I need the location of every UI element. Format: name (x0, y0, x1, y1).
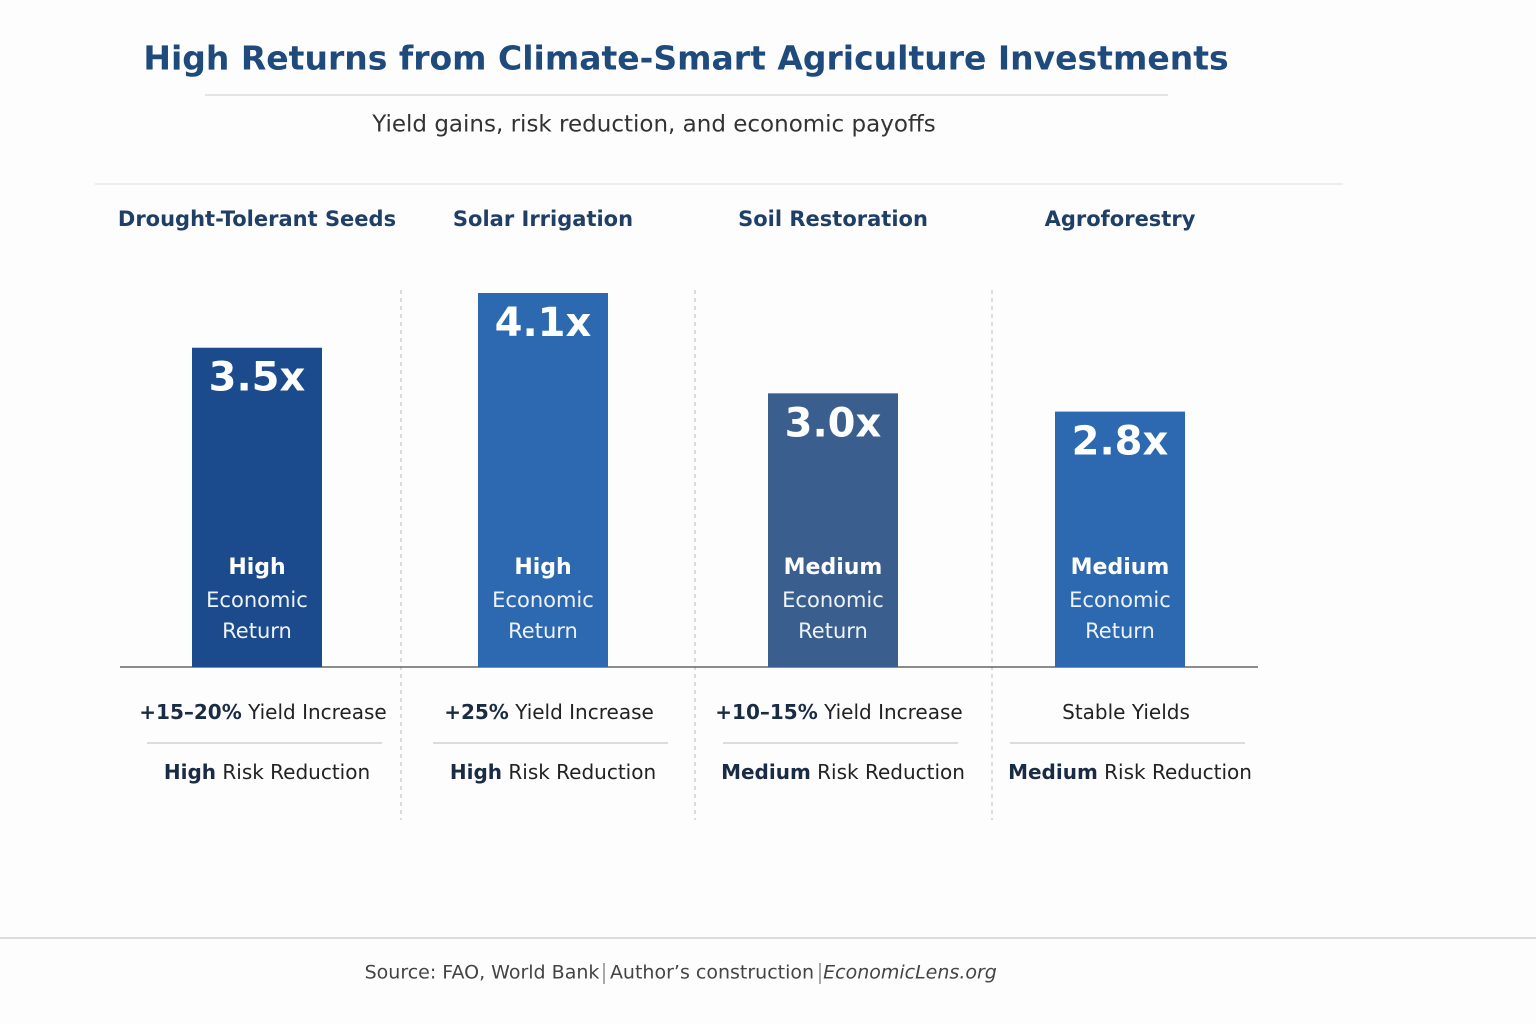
return-label: Economic (492, 588, 594, 612)
risk-text: Risk Reduction (1104, 760, 1252, 784)
bar (768, 393, 898, 667)
yield-figure: +25% (444, 700, 509, 724)
return-label: Economic (782, 588, 884, 612)
source-text: EconomicLens.org (823, 962, 997, 984)
return-label: Return (508, 619, 578, 643)
return-level: High (228, 555, 285, 580)
risk-text: Risk Reduction (222, 760, 370, 784)
category-label: Soil Restoration (738, 207, 928, 231)
risk-label: High Risk Reduction (164, 760, 370, 784)
yield-label: +25% Yield Increase (444, 700, 654, 724)
yield-text: Stable Yields (1062, 700, 1190, 724)
value-label: 3.0x (785, 400, 882, 446)
column-dividers (400, 290, 993, 820)
source-text: Author’s construction (610, 962, 814, 984)
return-label: Return (798, 619, 868, 643)
return-label: Return (1085, 619, 1155, 643)
yield-text: Yield Increase (823, 700, 963, 724)
yield-text: Yield Increase (514, 700, 654, 724)
value-label: 2.8x (1072, 419, 1169, 465)
return-level: Medium (784, 555, 883, 580)
value-label: 3.5x (209, 355, 306, 401)
bar (478, 293, 608, 667)
yield-figure: +10–15% (715, 700, 817, 724)
return-level: Medium (1071, 555, 1170, 580)
risk-level: High (164, 760, 216, 784)
yield-figure: +15–20% (139, 700, 241, 724)
risk-label: High Risk Reduction (450, 760, 656, 784)
bar (1055, 411, 1185, 667)
risk-label: Medium Risk Reduction (721, 760, 965, 784)
return-level: High (514, 555, 571, 580)
category-label: Solar Irrigation (453, 207, 633, 231)
yield-label: +15–20% Yield Increase (139, 700, 386, 724)
return-label: Economic (1069, 588, 1171, 612)
risk-label: Medium Risk Reduction (1008, 760, 1252, 784)
yield-label: +10–15% Yield Increase (715, 700, 962, 724)
chart-title: High Returns from Climate-Smart Agricult… (143, 39, 1228, 78)
chart-subtitle: Yield gains, risk reduction, and economi… (371, 112, 935, 138)
risk-level: Medium (721, 760, 811, 784)
yield-text: Yield Increase (247, 700, 387, 724)
yield-label: Stable Yields (1062, 700, 1190, 724)
return-label: Return (222, 619, 292, 643)
category-label: Agroforestry (1045, 207, 1196, 231)
source-text: Source: FAO, World Bank (365, 962, 600, 984)
risk-text: Risk Reduction (817, 760, 965, 784)
risk-level: High (450, 760, 502, 784)
source: Source: FAO, World Bank Author’s construc… (365, 962, 997, 984)
bar (192, 347, 322, 667)
risk-level: Medium (1008, 760, 1098, 784)
value-label: 4.1x (495, 300, 592, 346)
risk-text: Risk Reduction (508, 760, 656, 784)
return-label: Economic (206, 588, 308, 612)
category-label: Drought-Tolerant Seeds (118, 207, 396, 231)
